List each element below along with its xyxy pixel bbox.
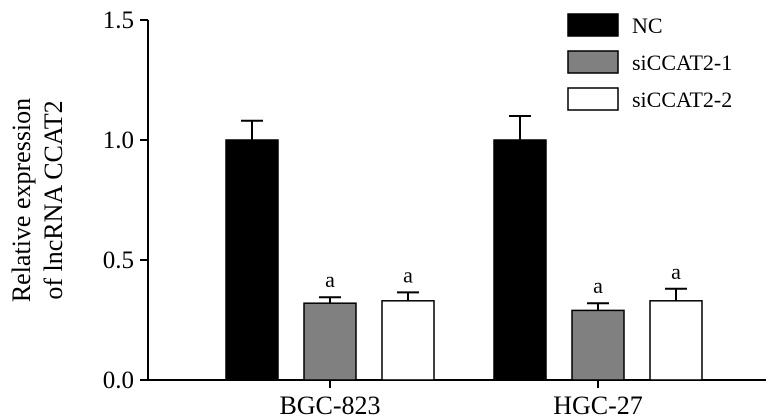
significance-label: a: [671, 259, 681, 284]
legend-label: siCCAT2-1: [632, 50, 732, 75]
bar: [303, 302, 357, 381]
significance-label: a: [593, 273, 603, 298]
significance-label: a: [325, 267, 335, 292]
y-axis-title-line-1: Relative expression: [7, 98, 36, 302]
y-axis-title-line-2: of lncRNA CCAT2: [39, 100, 68, 299]
bar: [493, 139, 547, 381]
bars: a a aa: [225, 115, 703, 381]
x-category-label: HGC-27: [553, 391, 643, 416]
bar: [381, 300, 435, 381]
legend-swatch: [567, 13, 619, 37]
bar: [225, 139, 279, 381]
y-tick-label: 0.5: [103, 247, 134, 274]
significance-label: a: [403, 262, 413, 287]
bar: [571, 309, 625, 381]
legend-label: siCCAT2-2: [632, 87, 732, 112]
legend-swatch: [567, 50, 619, 74]
y-axis-title: Relative expression of lncRNA CCAT2: [7, 98, 68, 302]
axes: 0.0 0.5 1.0 1.5 BGC-823 HGC-27: [103, 7, 766, 416]
y-tick-label: 0.0: [103, 367, 134, 394]
y-tick-label: 1.5: [103, 7, 134, 34]
legend: NC siCCAT2-1 siCCAT2-2: [567, 13, 732, 112]
legend-swatch: [567, 87, 619, 111]
legend-label: NC: [632, 13, 663, 38]
y-tick-label: 1.0: [103, 127, 134, 154]
x-category-label: BGC-823: [279, 391, 380, 416]
bar: [649, 300, 703, 381]
